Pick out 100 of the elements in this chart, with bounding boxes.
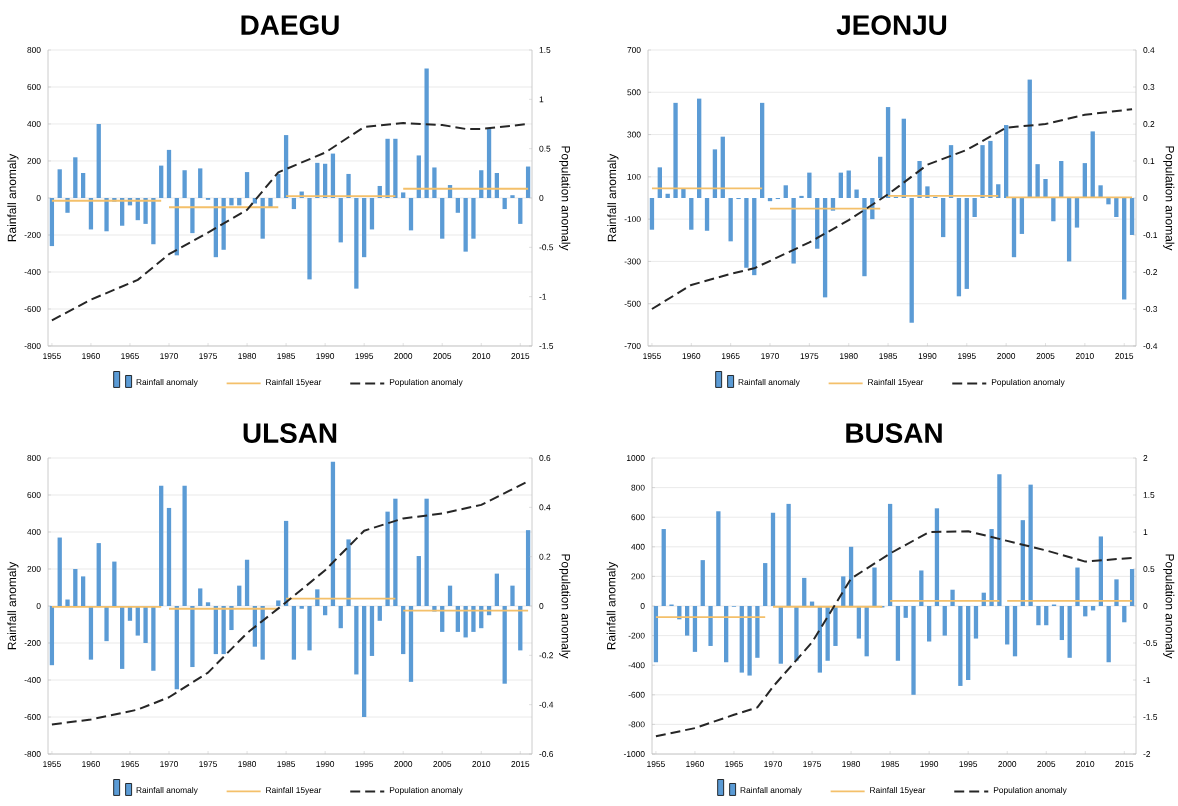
bar: [182, 170, 187, 198]
bar: [346, 539, 351, 606]
bar: [182, 485, 187, 606]
bar: [525, 530, 531, 606]
bar: [763, 563, 768, 606]
bar: [1005, 606, 1010, 645]
bar: [120, 605, 125, 669]
bar: [88, 605, 94, 660]
bar: [794, 606, 799, 661]
bar: [502, 197, 507, 210]
bar: [57, 169, 62, 198]
bar: [283, 135, 289, 198]
bar: [1051, 197, 1056, 222]
bar: [988, 140, 993, 198]
bar: [673, 102, 678, 198]
bar: [724, 606, 729, 663]
bar: [291, 197, 297, 210]
bar: [1044, 606, 1049, 626]
bar: [926, 606, 932, 642]
bar: [964, 197, 969, 289]
bar: [494, 573, 500, 606]
bar: [1066, 197, 1072, 262]
bar: [657, 167, 662, 198]
bar: [151, 197, 156, 245]
bar: [518, 197, 523, 224]
bar: [862, 197, 867, 277]
bar: [408, 197, 414, 231]
bar: [401, 605, 406, 655]
bar: [276, 600, 281, 606]
bar: [778, 606, 783, 664]
bar: [1003, 125, 1009, 198]
bar: [244, 172, 250, 198]
bar: [846, 170, 851, 198]
bar: [354, 197, 359, 289]
bar: [1122, 197, 1127, 300]
bar: [166, 507, 172, 606]
bar: [878, 156, 883, 198]
bar: [49, 605, 55, 666]
bar: [159, 485, 164, 606]
bar: [958, 606, 963, 686]
bar: [237, 585, 242, 606]
bar: [895, 606, 901, 661]
bar: [759, 102, 765, 198]
bar: [385, 138, 390, 198]
bar: [424, 68, 429, 198]
chart-title: BUSAN: [846, 423, 942, 443]
bar: [689, 197, 694, 230]
bar: [151, 605, 156, 671]
bar: [338, 197, 343, 243]
bar: [104, 197, 109, 232]
bar: [486, 128, 492, 198]
bar: [424, 498, 429, 606]
bar: [159, 165, 164, 198]
bar: [848, 546, 854, 606]
bar: [653, 606, 659, 663]
bar: [786, 503, 791, 606]
bar: [1036, 606, 1041, 626]
bar: [708, 606, 713, 646]
bar: [338, 605, 343, 629]
bar: [307, 197, 312, 280]
bar: [346, 173, 351, 198]
bar: [973, 606, 979, 639]
bar: [1019, 197, 1025, 234]
bar: [747, 606, 752, 676]
bar: [934, 508, 940, 606]
bar: [73, 157, 78, 198]
bar: [330, 461, 336, 606]
bar: [307, 605, 312, 651]
bar: [1129, 197, 1135, 235]
bar: [112, 561, 117, 606]
bar: [885, 107, 891, 198]
bar: [872, 567, 877, 606]
line-series: [50, 122, 530, 322]
bar: [956, 197, 962, 297]
bar: [369, 197, 375, 230]
bar: [704, 197, 710, 231]
bar: [980, 145, 985, 198]
line-series: [654, 530, 1134, 738]
bar: [276, 173, 281, 198]
bar: [190, 605, 195, 668]
bar: [322, 605, 328, 616]
bar: [1028, 484, 1033, 606]
bar: [1067, 606, 1072, 658]
bar: [744, 197, 749, 268]
bar: [887, 503, 893, 606]
bar: [471, 605, 476, 632]
bar: [661, 529, 666, 606]
bar: [838, 172, 844, 198]
bar: [1074, 197, 1080, 228]
bar: [997, 474, 1002, 606]
bar: [244, 559, 250, 606]
bar: [649, 197, 655, 230]
bar: [1090, 131, 1095, 198]
bar: [510, 585, 515, 606]
bar: [369, 605, 375, 656]
bar: [720, 136, 725, 198]
bar: [807, 172, 812, 198]
bar: [283, 520, 289, 606]
bar: [1075, 567, 1080, 606]
bar: [455, 197, 460, 213]
